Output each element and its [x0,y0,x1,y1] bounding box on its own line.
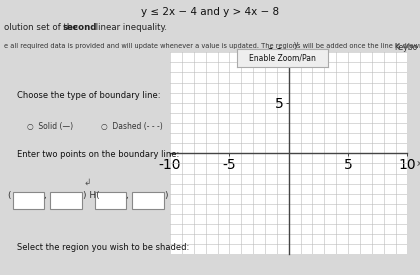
Text: y: y [294,40,298,49]
Text: Enable Zoom/Pan: Enable Zoom/Pan [249,54,316,62]
Text: linear inequality.: linear inequality. [93,23,167,32]
Text: y ≤ 2x − 4 and y > 4x − 8: y ≤ 2x − 4 and y > 4x − 8 [141,7,279,17]
Text: ) H(: ) H( [83,191,100,200]
Text: ): ) [165,191,168,200]
Text: ○  Dashed (- - -): ○ Dashed (- - -) [101,122,163,131]
Text: ,: , [125,191,128,200]
Text: Keybo: Keybo [395,43,418,52]
Text: Enter two points on the boundary line:: Enter two points on the boundary line: [17,150,179,159]
Text: ,: , [43,191,46,200]
Text: Select the region you wish to be shaded:: Select the region you wish to be shaded: [17,243,189,252]
Text: ○  Solid (—): ○ Solid (—) [27,122,74,131]
Text: e all required data is provided and will update whenever a value is updated. The: e all required data is provided and will… [4,43,420,49]
Text: ↲: ↲ [84,177,92,186]
Text: olution set of the: olution set of the [4,23,81,32]
Text: x: x [417,160,420,168]
Text: (: ( [8,191,11,200]
Text: Choose the type of boundary line:: Choose the type of boundary line: [17,91,160,100]
Text: second: second [62,23,97,32]
